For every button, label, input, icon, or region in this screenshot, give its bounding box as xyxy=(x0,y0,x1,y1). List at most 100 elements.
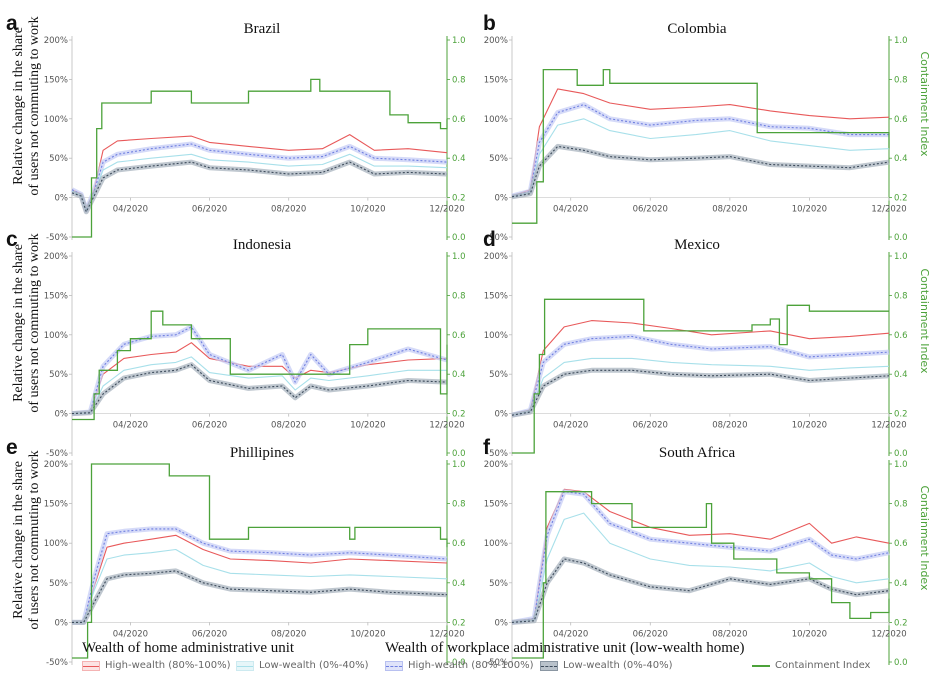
y2-tick-label: 0.4 xyxy=(452,154,466,164)
y-tick-label: 0% xyxy=(495,194,509,204)
y-tick-label: -50% xyxy=(486,449,508,459)
series-line-home_low xyxy=(72,548,448,623)
series-line-work_high xyxy=(511,104,889,197)
y-tick-label: -50% xyxy=(46,233,68,243)
panel-letter-f: f xyxy=(483,436,491,459)
y2-tick-label: 0.6 xyxy=(894,115,908,125)
series-line-home_high xyxy=(511,88,890,197)
x-tick-label: 08/2020 xyxy=(712,421,747,431)
y2-tick-label: 0.2 xyxy=(894,618,908,628)
x-tick-label: 10/2020 xyxy=(792,629,827,639)
y2-tick-label: 0.4 xyxy=(452,370,466,380)
legend-swatch-containment xyxy=(752,661,770,671)
series-band-work_low xyxy=(511,367,890,418)
y2-tick-label: 0.0 xyxy=(894,658,908,668)
panel-title-d: Mexico xyxy=(674,237,720,253)
legend-item-home-low: Low-wealth (0%-40%) xyxy=(236,660,368,671)
legend-label-home-low: Low-wealth (0%-40%) xyxy=(259,660,369,671)
y-tick-label: -50% xyxy=(486,658,508,668)
y-tick-label: 50% xyxy=(49,370,68,380)
legend-label-containment: Containment Index xyxy=(775,660,871,671)
series-line-home_high xyxy=(511,320,890,416)
legend-item-containment: Containment Index xyxy=(752,660,870,671)
y-tick-label: 150% xyxy=(44,75,68,85)
y-tick-label: 200% xyxy=(44,460,68,470)
y2-tick-label: 0.6 xyxy=(894,331,908,341)
legend-item-home-high: High-wealth (80%-100%) xyxy=(82,660,231,671)
y-tick-label: 100% xyxy=(484,539,508,549)
panel-title-e: Phillipines xyxy=(230,445,294,461)
y2-tick-label: 0.6 xyxy=(452,331,466,341)
y-tick-label: 0% xyxy=(55,194,69,204)
y-tick-label: -50% xyxy=(486,233,508,243)
y-tick-label: 100% xyxy=(44,115,68,125)
series-band-work_high xyxy=(71,324,448,417)
panel-b: b Colombia 200% 150% 100% 50% 0% -50% 1.0 0.8 0.6 0… xyxy=(483,12,908,243)
x-tick-label: 08/2020 xyxy=(271,421,306,431)
y-tick-label: 50% xyxy=(49,154,68,164)
containment-index-line xyxy=(72,310,448,421)
y-tick-label: 50% xyxy=(489,154,508,164)
series-line-home_low xyxy=(71,153,448,212)
y2-tick-label: 0.2 xyxy=(894,410,908,420)
panel-letter-e: e xyxy=(6,436,18,459)
y2-tick-label: 0.8 xyxy=(452,75,466,85)
legend-work-heading: Wealth of workplace administrative unit … xyxy=(385,640,745,656)
series-line-work_low xyxy=(71,161,448,213)
y2-tick-label: 0.2 xyxy=(452,194,466,204)
panel-a: a Brazil 200% 150% 100% 50% 0% -50% 1.0 0.8 0.6 0.4… xyxy=(6,12,466,243)
y2-tick-label: 0.2 xyxy=(894,194,908,204)
panel-c: c Indonesia 200% 150% 100% 50% 0% -50% 1.0 0.8 0.6… xyxy=(6,228,466,459)
panel-letter-d: d xyxy=(483,228,496,251)
y-axis-label-row1-line2: of users not commuting to work xyxy=(27,16,42,195)
y-tick-label: 100% xyxy=(484,115,508,125)
panel-title-f: South Africa xyxy=(659,445,736,461)
panel-title-a: Brazil xyxy=(244,21,281,37)
y-tick-label: 150% xyxy=(484,291,508,301)
series-line-home_low xyxy=(71,356,447,415)
x-tick-label: 12/2020 xyxy=(871,421,906,431)
series-line-home_low xyxy=(511,118,890,198)
legend-label-work-high: High-wealth (80%-100%) xyxy=(408,660,534,671)
series-band-work_low xyxy=(71,362,448,417)
x-tick-label: 12/2020 xyxy=(429,205,464,215)
right-axis-label-row3: Containment Index xyxy=(918,485,931,591)
panel-title-b: Colombia xyxy=(667,21,727,37)
x-tick-label: 10/2020 xyxy=(350,629,385,639)
y-tick-label: 200% xyxy=(484,36,508,46)
y2-tick-label: 0.2 xyxy=(452,618,466,628)
x-tick-label: 10/2020 xyxy=(792,421,827,431)
y2-tick-label: 1.0 xyxy=(894,460,908,470)
panel-e: e Phillipines 200% 150% 100% 50% 0% -50% 1.0 0.8 0… xyxy=(6,436,466,668)
y2-tick-label: 0.6 xyxy=(452,115,466,125)
x-tick-label: 04/2020 xyxy=(553,205,588,215)
series-line-work_high xyxy=(511,491,890,623)
series-line-work_low xyxy=(71,364,448,415)
y-tick-label: 150% xyxy=(44,291,68,301)
y-tick-label: 50% xyxy=(489,579,508,589)
y2-tick-label: 0.6 xyxy=(452,539,466,549)
legend-label-work-low: Low-wealth (0%-40%) xyxy=(563,660,673,671)
y2-tick-label: 0.0 xyxy=(894,449,908,459)
x-tick-label: 08/2020 xyxy=(271,629,306,639)
series-band-work_low xyxy=(511,556,890,625)
x-tick-label: 12/2020 xyxy=(429,629,464,639)
x-tick-label: 04/2020 xyxy=(113,421,148,431)
series-band-work_high xyxy=(70,141,448,213)
x-tick-label: 12/2020 xyxy=(871,629,906,639)
containment-index-line xyxy=(72,463,448,659)
legend-item-work-low: Low-wealth (0%-40%) xyxy=(540,660,672,671)
y2-tick-label: 0.2 xyxy=(452,410,466,420)
x-tick-label: 12/2020 xyxy=(429,421,464,431)
y2-tick-label: 1.0 xyxy=(452,36,466,46)
y2-tick-label: 0.4 xyxy=(894,154,908,164)
series-line-work_high xyxy=(511,335,890,416)
y2-tick-label: 0.0 xyxy=(452,658,466,668)
y-tick-label: 0% xyxy=(495,618,509,628)
y2-tick-label: 0.0 xyxy=(452,233,466,243)
right-axis-label-row2: Containment Index xyxy=(918,268,931,374)
y2-tick-label: 0.4 xyxy=(452,579,466,589)
legend-swatch-home-low xyxy=(236,660,254,671)
series-band-work_low xyxy=(72,568,448,625)
x-tick-label: 06/2020 xyxy=(633,421,668,431)
